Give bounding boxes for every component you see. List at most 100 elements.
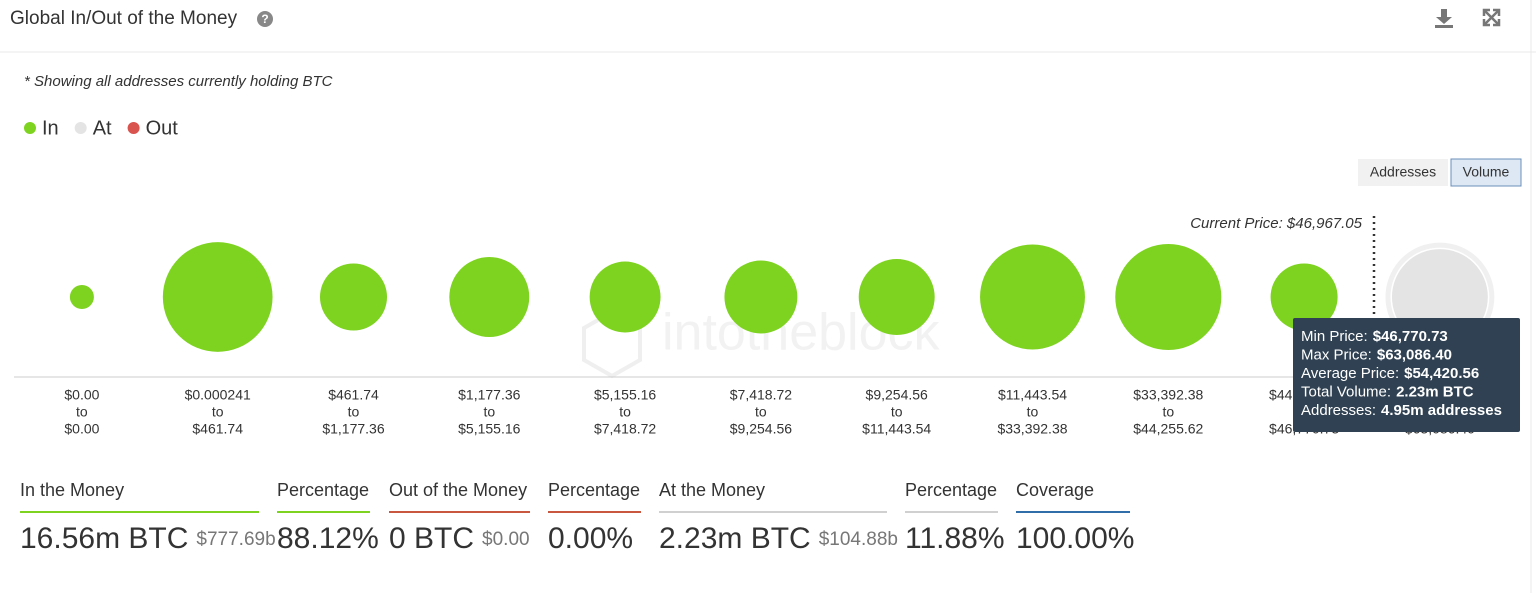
stat-underline: [1016, 511, 1130, 513]
x-tick-label: to: [348, 404, 360, 420]
tooltip-value: $63,086.40: [1377, 346, 1452, 363]
x-tick-label: $5,155.16: [458, 421, 520, 437]
toggle-label[interactable]: Volume: [1463, 164, 1510, 180]
x-tick-label: to: [483, 404, 495, 420]
stat-main: 0 BTC: [389, 522, 474, 555]
tooltip: [1293, 318, 1520, 432]
bubble: [589, 261, 661, 333]
tooltip-label: Total Volume:: [1301, 383, 1391, 400]
stat-underline: [389, 511, 530, 513]
stat-underline: [277, 511, 370, 513]
bubble: [724, 260, 798, 334]
tooltip-row: Min Price: $46,770.73: [1301, 328, 1448, 345]
stat-label: At the Money: [659, 480, 765, 500]
x-tick-label: $0.00: [64, 387, 99, 403]
tooltip-value: $54,420.56: [1404, 365, 1479, 382]
legend-label: At: [93, 117, 112, 139]
tooltip-row: Max Price: $63,086.40: [1301, 346, 1452, 363]
note: * Showing all addresses currently holdin…: [24, 73, 333, 90]
x-tick-label: to: [212, 404, 224, 420]
stat-label: Percentage: [548, 480, 640, 500]
x-tick-label: $9,254.56: [730, 421, 792, 437]
stat-label: Percentage: [905, 480, 997, 500]
tooltip-row: Average Price: $54,420.56: [1301, 365, 1479, 382]
stat-main: 16.56m BTC: [20, 522, 188, 555]
toggle-label[interactable]: Addresses: [1370, 164, 1436, 180]
x-tick-label: $461.74: [192, 421, 243, 437]
tooltip-value: $46,770.73: [1373, 328, 1448, 345]
svg-text:?: ?: [261, 12, 268, 26]
x-tick-label: $33,392.38: [1133, 387, 1203, 403]
x-tick-label: $7,418.72: [594, 421, 656, 437]
bubble: [1115, 243, 1222, 351]
stat-underline: [548, 511, 641, 513]
legend-dot: [24, 122, 36, 134]
toggle-button[interactable]: [1358, 159, 1448, 186]
x-tick-label: $461.74: [328, 387, 379, 403]
stat-main: 88.12%: [277, 522, 379, 555]
stat-label: Out of the Money: [389, 480, 527, 500]
legend-dot: [74, 122, 87, 134]
legend-dot: [127, 122, 140, 134]
stat-value: 2.23m BTC $104.88b: [659, 522, 898, 555]
current-price-label: Current Price: $46,967.05: [1190, 215, 1362, 232]
x-tick-label: to: [891, 404, 903, 420]
x-tick-label: $5,155.16: [594, 387, 656, 403]
x-tick-label: to: [76, 404, 88, 420]
bubble: [162, 242, 273, 352]
help-icon[interactable]: ?: [257, 11, 273, 27]
bubble: [1270, 263, 1338, 331]
stat-underline: [659, 511, 887, 513]
stat-value: 0.00%: [548, 522, 633, 555]
tooltip-label: Addresses:: [1301, 402, 1376, 419]
stat-main: 2.23m BTC: [659, 522, 811, 555]
x-tick-label: to: [1162, 404, 1174, 420]
stat-main: 0.00%: [548, 522, 633, 555]
tooltip-row: Addresses: 4.95m addresses: [1301, 402, 1502, 419]
tooltip-value: 2.23m BTC: [1396, 383, 1474, 400]
stat-label: Coverage: [1016, 480, 1094, 500]
stat-value: 11.88%: [905, 522, 1005, 555]
x-tick-label: $33,392.38: [997, 421, 1067, 437]
x-tick-label: to: [1027, 404, 1039, 420]
bubble: [858, 259, 935, 335]
x-tick-label: $1,177.36: [458, 387, 520, 403]
tooltip-value: 4.95m addresses: [1381, 402, 1502, 419]
tooltip-label: Average Price:: [1301, 365, 1399, 382]
x-tick-label: $11,443.54: [998, 387, 1067, 403]
stat-label: Percentage: [277, 480, 369, 500]
bubble: [69, 284, 94, 310]
stat-sub: $0.00: [482, 529, 530, 550]
stat-value: 0 BTC $0.00: [389, 522, 530, 555]
fullscreen-icon[interactable]: [1482, 8, 1501, 27]
x-tick-label: $44,255.62: [1133, 421, 1203, 437]
stat-underline: [905, 511, 998, 513]
stat-main: 100.00%: [1016, 522, 1134, 555]
x-tick-label: $9,254.56: [866, 387, 928, 403]
stat-main: 11.88%: [905, 522, 1005, 555]
tooltip-label: Max Price:: [1301, 346, 1372, 363]
tooltip-row: Total Volume: 2.23m BTC: [1301, 383, 1474, 400]
stat-sub: $777.69b: [196, 529, 275, 550]
x-tick-label: $0.000241: [185, 387, 251, 403]
stat-label: In the Money: [20, 480, 124, 500]
legend-label: In: [42, 117, 59, 139]
legend-label: Out: [146, 117, 179, 139]
stat-value: 100.00%: [1016, 522, 1134, 555]
stat-sub: $104.88b: [819, 529, 898, 550]
x-tick-label: to: [619, 404, 631, 420]
x-tick-label: $1,177.36: [322, 421, 384, 437]
tooltip-label: Min Price:: [1301, 328, 1368, 345]
bubble: [449, 257, 530, 337]
toggle-button[interactable]: [1450, 158, 1522, 187]
bubble: [980, 244, 1085, 350]
x-tick-label: to: [755, 404, 767, 420]
stat-value: 88.12%: [277, 522, 379, 555]
download-icon[interactable]: [1435, 9, 1453, 28]
widget-title: Global In/Out of the Money: [10, 8, 238, 29]
x-tick-label: $0.00: [64, 421, 99, 437]
bubble: [319, 263, 388, 331]
stat-underline: [20, 511, 259, 513]
x-tick-label: $11,443.54: [862, 421, 931, 437]
